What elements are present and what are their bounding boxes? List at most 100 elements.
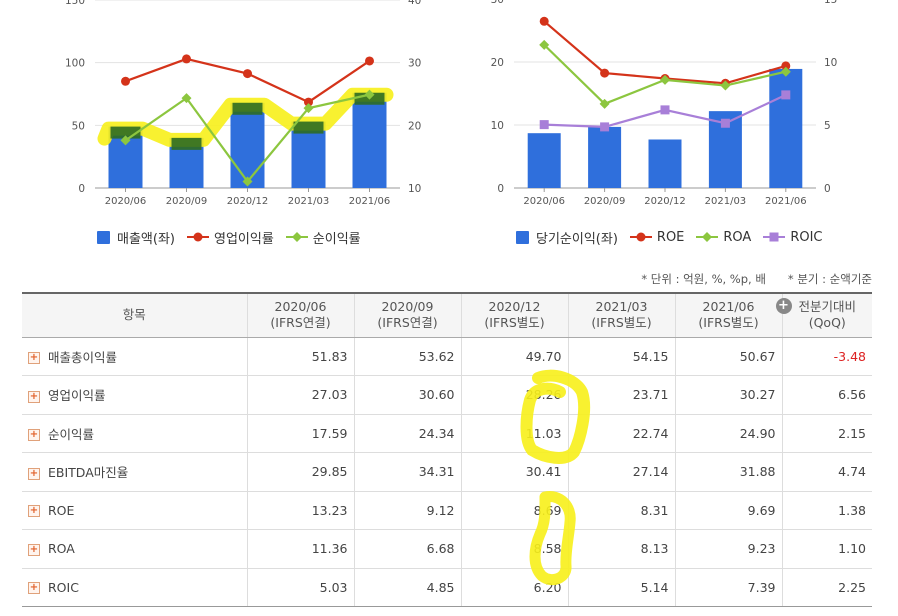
series-line xyxy=(543,20,787,85)
value-cell: 30.27 xyxy=(674,375,782,415)
series-point xyxy=(660,105,670,115)
row-label: ROIC xyxy=(48,579,79,595)
legend-label: ROIC xyxy=(790,229,823,245)
expand-row-icon[interactable]: + xyxy=(28,352,40,365)
value-cell: 53.62 xyxy=(353,337,461,376)
bar xyxy=(352,92,387,188)
series-point xyxy=(720,118,730,128)
row-label-cell: + 순이익률 xyxy=(22,414,247,453)
series-point xyxy=(120,135,131,146)
row-label-cell: + 영업이익률 xyxy=(22,375,247,415)
x-axis-tick-label: 2021/06 xyxy=(349,196,391,207)
right-axis-tick-label: 40 xyxy=(408,0,421,7)
header-line-1: 2020/06 xyxy=(274,299,327,315)
value-cell: 9.23 xyxy=(674,529,782,569)
series-point xyxy=(599,98,610,109)
x-axis-tick-label: 2020/12 xyxy=(227,196,269,207)
qoq-cell: 2.15 xyxy=(781,414,872,453)
left-axis-tick-label: 10 xyxy=(491,120,504,132)
expand-row-icon[interactable]: + xyxy=(28,543,40,556)
expand-row-icon[interactable]: + xyxy=(28,429,40,442)
right-axis-tick-label: 0 xyxy=(824,183,831,195)
series-point xyxy=(660,74,670,85)
legend-item[interactable]: ROE xyxy=(629,229,685,245)
table-header-cell: 2021/03 (IFRS별도) xyxy=(567,292,675,338)
legend-item[interactable]: 영업이익률 xyxy=(186,228,274,247)
right-axis-tick-label: 30 xyxy=(408,58,421,70)
left-axis-tick-label: 0 xyxy=(497,183,504,195)
legend-label: 당기순이익(좌) xyxy=(536,231,618,247)
value-cell: 29.85 xyxy=(246,452,354,492)
unit-note: * 단위 : 억원, %, %p, 배 * 분기 : 순액기준 xyxy=(641,271,872,287)
expand-row-icon[interactable]: + xyxy=(28,582,40,595)
legend-item[interactable]: 당기순이익(좌) xyxy=(515,228,618,247)
value-cell: 11.03 xyxy=(460,414,568,453)
legend-item[interactable]: ROIC xyxy=(763,229,823,245)
series-line xyxy=(125,57,371,104)
series-point xyxy=(121,76,130,86)
value-cell: 49.70 xyxy=(460,337,568,376)
value-cell: 7.39 xyxy=(674,568,782,607)
legend-swatch xyxy=(186,232,209,242)
value-cell: 30.60 xyxy=(353,375,461,415)
value-cell: 28.26 xyxy=(460,375,568,415)
left-axis-tick-label: 30 xyxy=(491,0,504,6)
qoq-cell: 1.38 xyxy=(781,491,872,530)
legend-swatch xyxy=(763,232,786,242)
legend-item[interactable]: 순이익률 xyxy=(285,228,361,247)
legend-label: ROE xyxy=(656,229,685,245)
series-point xyxy=(182,54,191,64)
series-point xyxy=(781,61,791,71)
left-axis-tick-label: 0 xyxy=(78,183,85,195)
value-cell: 27.14 xyxy=(567,452,675,492)
row-label: 순이익률 xyxy=(48,426,95,442)
right-chart: 0 10 20 30 0 5 10 15 2020/06 2020/09 2020/12 2021/0… xyxy=(491,0,838,207)
legend-item[interactable]: 매출액(좌) xyxy=(96,228,175,247)
value-cell: 34.31 xyxy=(353,452,461,492)
right-axis-tick-label: 20 xyxy=(408,120,421,132)
expand-row-icon[interactable]: + xyxy=(28,467,40,480)
expand-row-icon[interactable]: + xyxy=(28,390,40,403)
header-line-2: (QoQ) xyxy=(808,315,846,331)
left-axis-tick-label: 20 xyxy=(491,57,504,69)
value-cell: 4.85 xyxy=(353,568,461,607)
table-header-cell: 항목 xyxy=(22,292,247,338)
header-line-1: 2021/03 xyxy=(595,299,648,315)
header-line-2: (IFRS별도) xyxy=(484,315,545,331)
value-cell: 8.58 xyxy=(460,529,568,569)
table-header-cell: 2020/09 (IFRS연결) xyxy=(353,292,461,338)
legend-swatch xyxy=(629,232,652,242)
value-cell: 9.12 xyxy=(353,491,461,530)
row-label-cell: + EBITDA마진율 xyxy=(22,452,247,492)
legend-item[interactable]: ROA xyxy=(696,230,751,245)
series-point xyxy=(539,39,550,50)
table-row: + 영업이익률 27.03 30.60 28.26 23.71 30.27 6.56 xyxy=(22,375,872,415)
table-row: + 매출총이익률 51.83 53.62 49.70 54.15 50.67 -3.48 xyxy=(22,337,872,376)
left-axis-tick-label: 50 xyxy=(72,120,85,132)
value-cell: 22.74 xyxy=(567,414,675,453)
series-point xyxy=(365,56,374,66)
bar xyxy=(230,102,265,188)
x-axis-tick-label: 2020/12 xyxy=(644,196,686,207)
qoq-cell: 4.74 xyxy=(781,452,872,492)
series-point xyxy=(600,122,610,132)
value-cell: 51.83 xyxy=(246,337,354,376)
x-axis-tick-label: 2021/03 xyxy=(705,196,747,207)
expand-row-icon[interactable]: + xyxy=(28,505,40,518)
legend-swatch xyxy=(696,232,719,242)
left-chart: 0 50 100 150 10 20 30 40 2020/06 2020/09 2020/12 20… xyxy=(65,0,421,207)
legend-swatch xyxy=(516,231,529,244)
series-point xyxy=(364,89,375,100)
right-axis-tick-label: 10 xyxy=(408,183,421,195)
header-line-1: 전분기대비 xyxy=(798,299,856,315)
header-line-2: (IFRS연결) xyxy=(377,315,438,331)
table-row: + ROA 11.36 6.68 8.58 8.13 9.23 1.10 xyxy=(22,529,872,569)
value-cell: 24.90 xyxy=(674,414,782,453)
table-header-row: 항목 2020/06 (IFRS연결) 2020/09 (IFRS연결) 2020/12(… xyxy=(22,292,872,338)
legend-label: 순이익률 xyxy=(312,231,361,247)
table-row: + EBITDA마진율 29.85 34.31 30.41 27.14 31.88 4.74 xyxy=(22,452,872,492)
x-axis-tick-label: 2020/09 xyxy=(166,196,208,207)
row-label: EBITDA마진율 xyxy=(48,465,129,481)
right-axis-tick-label: 5 xyxy=(824,120,831,132)
value-cell: 6.20 xyxy=(460,568,568,607)
